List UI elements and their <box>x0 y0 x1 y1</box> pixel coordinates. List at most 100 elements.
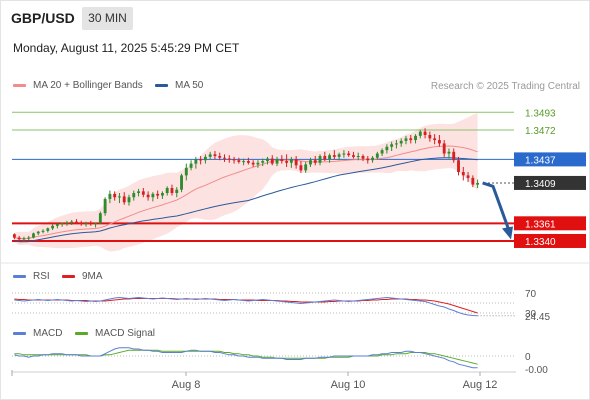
candle-body <box>70 221 74 223</box>
candle-body <box>203 156 207 161</box>
candle-body <box>32 233 35 238</box>
x-axis-label: Aug 10 <box>331 379 366 391</box>
macd-value-label: -0.00 <box>525 365 548 376</box>
candle-body <box>65 222 69 224</box>
pivot-label: 1.3437 <box>525 155 556 166</box>
ma50-line <box>14 157 478 243</box>
candle-body <box>309 160 312 165</box>
candle-body <box>189 163 193 168</box>
candle-body <box>332 155 336 157</box>
rsi-swatch-icon <box>13 275 26 278</box>
macd-zero-label: 0 <box>525 352 531 363</box>
candle-body <box>17 237 21 240</box>
legend-ma50: MA 50 <box>155 80 203 91</box>
candle-body <box>113 193 117 198</box>
candle-body <box>122 196 126 203</box>
credit-label: Research © 2025 Trading Central <box>430 81 580 92</box>
candle-body <box>84 223 88 225</box>
legend-rsi-ma-label: 9MA <box>82 271 103 282</box>
candle-body <box>22 238 26 240</box>
candle-body <box>156 193 160 196</box>
candle-body <box>437 140 441 144</box>
candle-body <box>199 159 203 161</box>
rsi-value-label: 24.45 <box>525 312 550 323</box>
candle-body <box>452 151 456 161</box>
candle-body <box>79 222 83 225</box>
legend-ma20-label: MA 20 + Bollinger Bands <box>33 80 143 91</box>
candle-body <box>170 187 174 194</box>
candle-body <box>399 140 403 144</box>
candle-body <box>12 234 16 238</box>
candle-body <box>476 182 480 185</box>
candle-body <box>208 154 212 157</box>
resistance-2-label: 1.3493 <box>525 108 556 119</box>
candle-body <box>380 150 384 154</box>
macd-line <box>14 347 478 369</box>
candle-body <box>328 155 332 160</box>
candle-body <box>223 157 226 159</box>
candle-body <box>466 175 470 178</box>
candle-body <box>347 153 351 156</box>
legend-rsi: RSI <box>13 271 50 282</box>
forecast-arrow-head-icon <box>502 226 513 240</box>
candle-body <box>275 159 279 164</box>
candle-body <box>313 160 317 163</box>
support-1-tag <box>514 216 586 231</box>
candle-body <box>75 221 78 223</box>
last-price-tag <box>514 175 586 190</box>
ma20-line <box>14 145 478 239</box>
candle-body <box>103 198 107 214</box>
timeframe-badge[interactable]: 30 MIN <box>82 7 133 30</box>
candle-body <box>299 165 303 171</box>
macd-swatch-icon <box>13 332 26 335</box>
candle-body <box>151 193 155 198</box>
resistance-1-label: 1.3472 <box>525 126 556 137</box>
candle-body <box>184 167 188 176</box>
candle-body <box>94 223 98 225</box>
candle-body <box>127 197 131 203</box>
candle-body <box>261 161 265 163</box>
candle-body <box>352 155 355 157</box>
legend-macd: MACD <box>13 328 62 339</box>
candle-body <box>418 131 422 136</box>
candle-body <box>132 193 136 198</box>
x-axis-label: Aug 12 <box>463 379 498 391</box>
bollinger-band-area <box>14 113 478 252</box>
candle-body <box>41 230 45 232</box>
candle-body <box>371 157 374 161</box>
candle-body <box>404 138 408 141</box>
candle-body <box>218 156 222 158</box>
candle-body <box>180 175 183 190</box>
candle-body <box>423 131 427 136</box>
candle-body <box>55 224 59 226</box>
legend-ma50-label: MA 50 <box>175 80 204 91</box>
candle-body <box>375 153 379 158</box>
candle-body <box>361 156 365 159</box>
candle-body <box>141 191 145 195</box>
candle-body <box>232 159 236 161</box>
x-axis-label: Aug 8 <box>172 379 201 391</box>
candle-body <box>266 158 269 162</box>
candle-body <box>246 161 250 163</box>
support-2-label: 1.3340 <box>525 237 556 248</box>
candle-body <box>280 159 284 162</box>
candle-body <box>256 162 260 165</box>
candle-body <box>385 146 389 151</box>
symbol-title: GBP/USD <box>11 10 75 26</box>
candle-body <box>98 213 102 224</box>
legend-rsi-label: RSI <box>33 271 50 282</box>
candle-body <box>294 159 298 166</box>
candle-body <box>51 225 55 229</box>
candle-body <box>457 160 460 173</box>
macd-signal-line <box>14 349 478 365</box>
candle-body <box>337 154 341 157</box>
candle-body <box>270 158 274 164</box>
ma50-swatch-icon <box>155 84 168 87</box>
datetime-label: Monday, August 11, 2025 5:45:29 PM CET <box>13 41 240 55</box>
ma20-swatch-icon <box>13 84 26 87</box>
candle-body <box>323 156 327 160</box>
candle-body <box>394 143 398 145</box>
pivot-tag <box>514 152 586 167</box>
candle-body <box>342 153 346 155</box>
